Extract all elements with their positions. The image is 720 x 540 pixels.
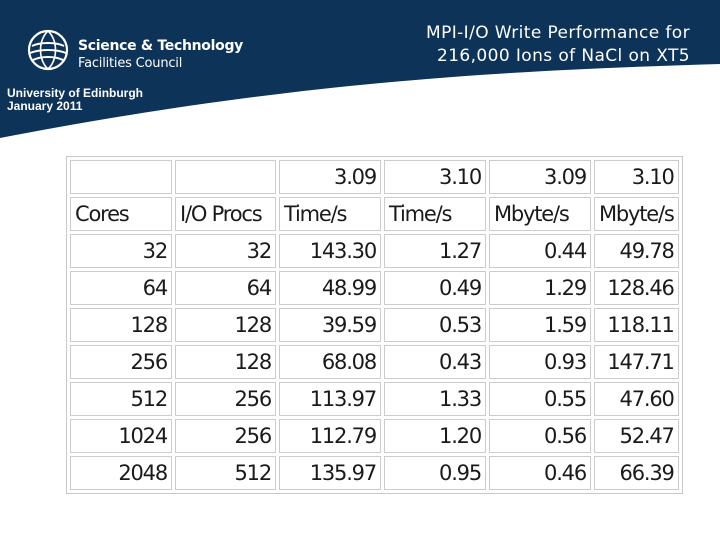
mbyte-310-cell: 147.71 xyxy=(594,345,679,379)
version-cell: 3.09 xyxy=(279,160,381,194)
time-309-cell: 112.79 xyxy=(279,419,381,453)
time-309-cell: 48.99 xyxy=(279,271,381,305)
time-310-cell: 0.53 xyxy=(384,308,486,342)
column-header-mbyte-309: Mbyte/s xyxy=(489,197,591,231)
title-line2: 216,000 Ions of NaCl on XT5 xyxy=(436,46,690,66)
cores-cell: 2048 xyxy=(70,456,172,490)
header-banner: Science & Technology Facilities Council … xyxy=(0,0,720,140)
stfc-globe-icon xyxy=(27,29,69,71)
column-header-mbyte-310: Mbyte/s xyxy=(594,197,679,231)
version-row: 3.09 3.10 3.09 3.10 xyxy=(70,160,679,194)
mbyte-309-cell: 0.93 xyxy=(489,345,591,379)
table-row: 512 256 113.97 1.33 0.55 47.60 xyxy=(70,382,679,416)
table-row: 32 32 143.30 1.27 0.44 49.78 xyxy=(70,234,679,268)
time-309-cell: 135.97 xyxy=(279,456,381,490)
slide-title: MPI-I/O Write Performance for 216,000 Io… xyxy=(360,22,690,68)
time-310-cell: 0.95 xyxy=(384,456,486,490)
institution-label: University of Edinburgh xyxy=(7,86,144,100)
version-cell xyxy=(175,160,276,194)
io-procs-cell: 32 xyxy=(175,234,276,268)
time-310-cell: 0.43 xyxy=(384,345,486,379)
version-cell: 3.09 xyxy=(489,160,591,194)
time-309-cell: 39.59 xyxy=(279,308,381,342)
mbyte-309-cell: 0.55 xyxy=(489,382,591,416)
stfc-logo: Science & Technology Facilities Council xyxy=(24,26,243,76)
table-row: 256 128 68.08 0.43 0.93 147.71 xyxy=(70,345,679,379)
cores-cell: 512 xyxy=(70,382,172,416)
time-309-cell: 68.08 xyxy=(279,345,381,379)
table-row: 1024 256 112.79 1.20 0.56 52.47 xyxy=(70,419,679,453)
cores-cell: 128 xyxy=(70,308,172,342)
version-cell: 3.10 xyxy=(384,160,486,194)
title-line1: MPI-I/O Write Performance for xyxy=(426,23,690,43)
mbyte-309-cell: 1.59 xyxy=(489,308,591,342)
column-header-time-309: Time/s xyxy=(279,197,381,231)
cores-cell: 64 xyxy=(70,271,172,305)
header-row: Cores I/O Procs Time/s Time/s Mbyte/s Mb… xyxy=(70,197,679,231)
time-310-cell: 1.27 xyxy=(384,234,486,268)
slide-subinfo: University of Edinburgh January 2011 xyxy=(7,87,143,113)
io-procs-cell: 256 xyxy=(175,419,276,453)
cores-cell: 1024 xyxy=(70,419,172,453)
time-310-cell: 1.33 xyxy=(384,382,486,416)
io-procs-cell: 512 xyxy=(175,456,276,490)
date-label: January 2011 xyxy=(7,99,83,113)
io-procs-cell: 256 xyxy=(175,382,276,416)
column-header-cores: Cores xyxy=(70,197,172,231)
io-procs-cell: 64 xyxy=(175,271,276,305)
column-header-io-procs: I/O Procs xyxy=(175,197,276,231)
cores-cell: 32 xyxy=(70,234,172,268)
io-procs-cell: 128 xyxy=(175,308,276,342)
time-309-cell: 113.97 xyxy=(279,382,381,416)
cores-cell: 256 xyxy=(70,345,172,379)
banner-background xyxy=(0,0,720,138)
version-cell: 3.10 xyxy=(594,160,679,194)
io-procs-cell: 128 xyxy=(175,345,276,379)
mbyte-310-cell: 66.39 xyxy=(594,456,679,490)
mbyte-309-cell: 0.56 xyxy=(489,419,591,453)
version-cell xyxy=(70,160,172,194)
mbyte-310-cell: 49.78 xyxy=(594,234,679,268)
performance-table-body: 3.09 3.10 3.09 3.10 Cores I/O Procs Time… xyxy=(70,160,679,490)
time-310-cell: 1.20 xyxy=(384,419,486,453)
logo-line2: Facilities Council xyxy=(78,56,183,71)
table-row: 64 64 48.99 0.49 1.29 128.46 xyxy=(70,271,679,305)
mbyte-309-cell: 0.44 xyxy=(489,234,591,268)
mbyte-310-cell: 128.46 xyxy=(594,271,679,305)
mbyte-310-cell: 118.11 xyxy=(594,308,679,342)
table-row: 2048 512 135.97 0.95 0.46 66.39 xyxy=(70,456,679,490)
logo-line1: Science & Technology xyxy=(78,38,243,54)
mbyte-309-cell: 0.46 xyxy=(489,456,591,490)
mbyte-310-cell: 47.60 xyxy=(594,382,679,416)
performance-table: 3.09 3.10 3.09 3.10 Cores I/O Procs Time… xyxy=(66,156,683,494)
column-header-time-310: Time/s xyxy=(384,197,486,231)
time-310-cell: 0.49 xyxy=(384,271,486,305)
table-row: 128 128 39.59 0.53 1.59 118.11 xyxy=(70,308,679,342)
mbyte-309-cell: 1.29 xyxy=(489,271,591,305)
mbyte-310-cell: 52.47 xyxy=(594,419,679,453)
time-309-cell: 143.30 xyxy=(279,234,381,268)
